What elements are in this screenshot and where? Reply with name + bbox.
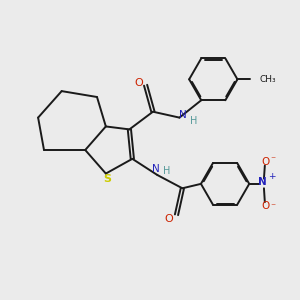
- Text: H: H: [190, 116, 197, 126]
- Text: N: N: [179, 110, 187, 120]
- Text: S: S: [103, 174, 111, 184]
- Text: O: O: [135, 78, 143, 88]
- Text: N: N: [258, 176, 267, 187]
- Text: ⁻: ⁻: [271, 155, 276, 165]
- Text: O: O: [261, 157, 269, 167]
- Text: CH₃: CH₃: [260, 75, 276, 84]
- Text: O: O: [261, 201, 269, 211]
- Text: H: H: [163, 167, 170, 176]
- Text: +: +: [268, 172, 275, 181]
- Text: ⁻: ⁻: [271, 202, 276, 212]
- Text: O: O: [165, 214, 173, 224]
- Text: N: N: [152, 164, 160, 173]
